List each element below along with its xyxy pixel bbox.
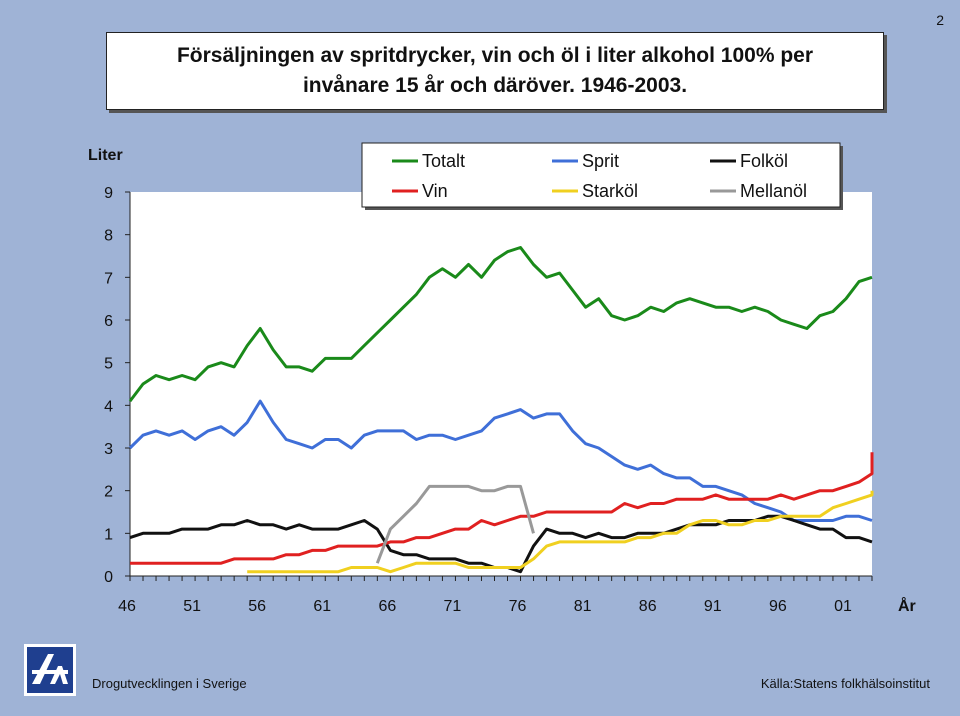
- legend-label: Starköl: [582, 181, 638, 201]
- x-tick-label: 71: [444, 598, 462, 615]
- y-tick-label: 7: [104, 270, 113, 287]
- y-tick-label: 0: [104, 569, 113, 586]
- series-line-vin: [130, 452, 874, 565]
- x-tick-label: 96: [769, 598, 787, 615]
- legend-label: Mellanöl: [740, 181, 807, 201]
- legend-label: Sprit: [582, 151, 619, 171]
- legend-label: Totalt: [422, 151, 465, 171]
- x-tick-label: 66: [378, 598, 396, 615]
- y-tick-label: 3: [104, 441, 113, 458]
- y-axis-label: Liter: [88, 147, 123, 164]
- y-tick-label: 1: [104, 526, 113, 543]
- legend-label: Folköl: [740, 151, 788, 171]
- x-tick-label: 76: [509, 598, 527, 615]
- legend-label: Vin: [422, 181, 448, 201]
- footer-source-left: Drogutvecklingen i Sverige: [92, 676, 247, 691]
- y-tick-label: 8: [104, 228, 113, 245]
- x-tick-label: 61: [313, 598, 331, 615]
- legend-box: [361, 142, 841, 208]
- x-tick-label: 86: [639, 598, 657, 615]
- series-line-totalt: [128, 246, 873, 403]
- x-tick-label: 56: [248, 598, 266, 615]
- series-line-starköl: [247, 490, 874, 574]
- y-tick-label: 6: [104, 313, 113, 330]
- x-tick-label: 46: [118, 598, 136, 615]
- footer-source-right: Källa:Statens folkhälsoinstitut: [760, 676, 930, 691]
- chart-title-line-1: Försäljningen av spritdrycker, vin och ö…: [176, 44, 814, 67]
- can-logo-icon: [24, 644, 76, 696]
- series-line-mellanöl: [375, 484, 535, 564]
- x-tick-label: 01: [834, 598, 852, 615]
- page-number: 2: [936, 12, 944, 28]
- y-tick-label: 5: [104, 356, 113, 373]
- x-tick-label: 51: [183, 598, 201, 615]
- chart-title-line-2: invånare 15 år och däröver. 1946-2003.: [302, 74, 688, 97]
- x-axis-label: År: [898, 596, 916, 615]
- y-tick-label: 4: [104, 398, 113, 415]
- y-tick-label: 2: [104, 484, 113, 501]
- y-tick-label: 9: [104, 185, 113, 202]
- x-tick-label: 91: [704, 598, 722, 615]
- chart-title-box: Försäljningen av spritdrycker, vin och ö…: [106, 32, 884, 110]
- x-tick-label: 81: [574, 598, 592, 615]
